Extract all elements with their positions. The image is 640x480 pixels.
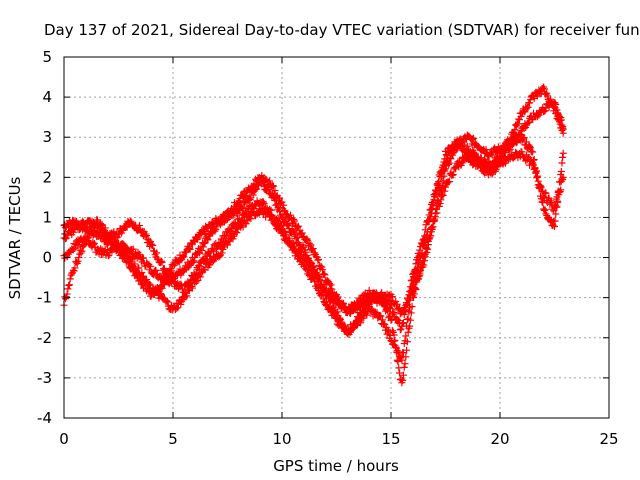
- y-tick-label: -4: [37, 409, 52, 427]
- x-axis-label: GPS time / hours: [273, 457, 399, 475]
- x-tick-label: 15: [381, 430, 400, 448]
- x-tick-label: 5: [168, 430, 178, 448]
- x-tick-label: 20: [490, 430, 509, 448]
- y-tick-label: -2: [37, 329, 52, 347]
- y-tick-label: -1: [37, 289, 52, 307]
- x-axis-ticks: 0 5 10 15 20 25: [59, 57, 619, 448]
- y-tick-label: 3: [42, 128, 52, 146]
- chart-title: Day 137 of 2021, Sidereal Day-to-day VTE…: [44, 21, 640, 39]
- x-tick-label: 10: [272, 430, 291, 448]
- x-tick-label: 0: [59, 430, 69, 448]
- y-axis-ticks: -4 -3 -2 -1 0 1 2 3 4 5: [37, 48, 609, 427]
- y-tick-label: -3: [37, 369, 52, 387]
- y-tick-label: 1: [42, 208, 52, 226]
- y-tick-label: 2: [42, 168, 52, 186]
- plot-frame: [63, 56, 610, 419]
- y-tick-label: 0: [42, 249, 52, 267]
- y-axis-label: SDTVAR / TECUs: [6, 176, 24, 299]
- y-tick-label: 4: [42, 88, 52, 106]
- x-tick-label: 25: [599, 430, 618, 448]
- y-tick-label: 5: [42, 48, 52, 66]
